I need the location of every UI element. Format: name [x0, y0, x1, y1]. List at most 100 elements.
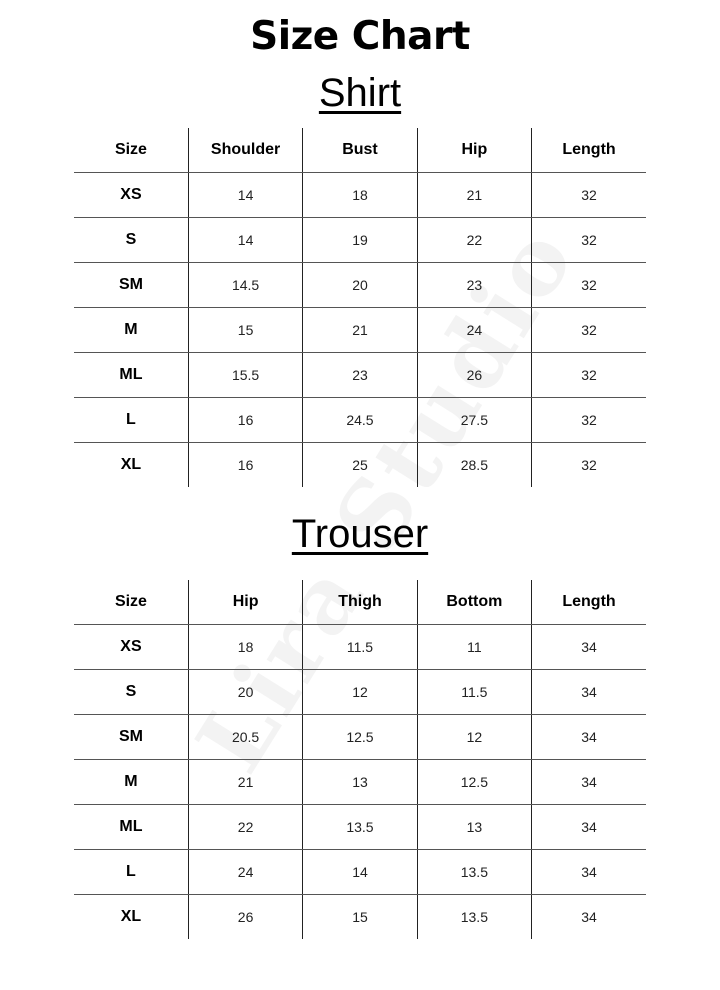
measurement-cell-thigh: 12.5	[302, 714, 418, 760]
measurement-cell-length: 34	[531, 669, 646, 715]
column-header-hip: Hip	[187, 580, 303, 625]
measurement-cell-hip: 28.5	[416, 442, 532, 487]
measurement-cell-shoulder: 16	[187, 442, 303, 487]
size-label-cell: SM	[74, 262, 189, 308]
table-row: M 21 13 12.5 34	[74, 759, 646, 805]
measurement-cell-hip: 26	[416, 352, 532, 398]
measurement-cell-length: 34	[531, 714, 646, 760]
measurement-cell-shoulder: 14	[187, 217, 303, 263]
shirt-section-title: Shirt	[0, 70, 720, 116]
measurement-cell-shoulder: 15	[187, 307, 303, 353]
measurement-cell-shoulder: 16	[187, 397, 303, 443]
measurement-cell-shoulder: 15.5	[187, 352, 303, 398]
table-row: SM 14.5 20 23 32	[74, 262, 646, 308]
table-row: ML 22 13.5 13 34	[74, 804, 646, 850]
measurement-cell-bottom: 11.5	[416, 669, 532, 715]
column-header-thigh: Thigh	[302, 580, 418, 625]
measurement-cell-bottom: 13.5	[416, 849, 532, 895]
column-header-length: Length	[531, 128, 646, 173]
size-label-cell: L	[74, 397, 189, 443]
measurement-cell-bottom: 12.5	[416, 759, 532, 805]
header-row: Size Hip Thigh Bottom Length	[74, 580, 646, 625]
table-row: S 20 12 11.5 34	[74, 669, 646, 715]
measurement-cell-bust: 24.5	[302, 397, 418, 443]
measurement-cell-bust: 19	[302, 217, 418, 263]
measurement-cell-hip: 20	[187, 669, 303, 715]
measurement-cell-hip: 20.5	[187, 714, 303, 760]
measurement-cell-hip: 22	[187, 804, 303, 850]
measurement-cell-hip: 21	[416, 172, 532, 218]
measurement-cell-thigh: 13	[302, 759, 418, 805]
table-row: SM 20.5 12.5 12 34	[74, 714, 646, 760]
table-row: M 15 21 24 32	[74, 307, 646, 353]
column-header-length: Length	[531, 580, 646, 625]
measurement-cell-hip: 27.5	[416, 397, 532, 443]
measurement-cell-hip: 26	[187, 894, 303, 939]
size-label-cell: L	[74, 849, 189, 895]
size-label-cell: XS	[74, 172, 189, 218]
trouser-title-text: Trouser	[291, 512, 429, 556]
size-label-cell: XS	[74, 624, 189, 670]
measurement-cell-length: 32	[531, 397, 646, 443]
measurement-cell-bust: 20	[302, 262, 418, 308]
measurement-cell-shoulder: 14	[187, 172, 303, 218]
measurement-cell-length: 32	[531, 352, 646, 398]
measurement-cell-thigh: 15	[302, 894, 418, 939]
header-row: Size Shoulder Bust Hip Length	[74, 128, 646, 173]
measurement-cell-length: 32	[531, 217, 646, 263]
size-label-cell: ML	[74, 352, 189, 398]
size-label-cell: M	[74, 307, 189, 353]
measurement-cell-hip: 18	[187, 624, 303, 670]
measurement-cell-bottom: 13.5	[416, 894, 532, 939]
measurement-cell-hip: 24	[416, 307, 532, 353]
measurement-cell-hip: 23	[416, 262, 532, 308]
measurement-cell-bust: 21	[302, 307, 418, 353]
measurement-cell-bottom: 12	[416, 714, 532, 760]
measurement-cell-bust: 23	[302, 352, 418, 398]
column-header-hip: Hip	[416, 128, 532, 173]
size-label-cell: M	[74, 759, 189, 805]
size-label-cell: S	[74, 217, 189, 263]
measurement-cell-hip: 24	[187, 849, 303, 895]
measurement-cell-bust: 25	[302, 442, 418, 487]
column-header-bottom: Bottom	[416, 580, 532, 625]
page-title: Size Chart	[250, 14, 470, 59]
measurement-cell-length: 34	[531, 804, 646, 850]
table-row: L 16 24.5 27.5 32	[74, 397, 646, 443]
measurement-cell-thigh: 11.5	[302, 624, 418, 670]
measurement-cell-length: 34	[531, 849, 646, 895]
measurement-cell-thigh: 13.5	[302, 804, 418, 850]
size-label-cell: SM	[74, 714, 189, 760]
measurement-cell-length: 34	[531, 624, 646, 670]
trouser-section-title: Trouser	[0, 511, 720, 557]
column-header-size: Size	[74, 128, 189, 173]
measurement-cell-bottom: 13	[416, 804, 532, 850]
table-row: S 14 19 22 32	[74, 217, 646, 263]
measurement-cell-length: 34	[531, 759, 646, 805]
size-label-cell: XL	[120, 456, 142, 473]
table-row: XS 18 11.5 11 34	[74, 624, 646, 670]
size-label-cell: XL	[120, 908, 142, 925]
size-label-cell: S	[74, 669, 189, 715]
table-row: XL 16 25 28.5 32	[74, 442, 646, 487]
measurement-cell-shoulder: 14.5	[187, 262, 303, 308]
measurement-cell-length: 34	[531, 894, 646, 939]
measurement-cell-thigh: 14	[302, 849, 418, 895]
table-row: ML 15.5 23 26 32	[74, 352, 646, 398]
measurement-cell-length: 32	[531, 172, 646, 218]
size-label-cell: ML	[74, 804, 189, 850]
table-row: XL 26 15 13.5 34	[74, 894, 646, 939]
column-header-size: Size	[74, 580, 189, 625]
trouser-size-table: Size Hip Thigh Bottom Length XS 18 11.5 11 34 S 20 1…	[74, 580, 646, 939]
measurement-cell-length: 32	[531, 307, 646, 353]
measurement-cell-length: 32	[531, 442, 646, 487]
shirt-size-table: Size Shoulder Bust Hip Length XS 14 18 21 32 S 14 19…	[74, 128, 646, 487]
table-row: L 24 14 13.5 34	[74, 849, 646, 895]
column-header-shoulder: Shoulder	[187, 128, 303, 173]
measurement-cell-hip: 21	[187, 759, 303, 805]
shirt-title-text: Shirt	[318, 71, 402, 115]
measurement-cell-hip: 22	[416, 217, 532, 263]
measurement-cell-bust: 18	[302, 172, 418, 218]
measurement-cell-bottom: 11	[416, 624, 532, 670]
measurement-cell-length: 32	[531, 262, 646, 308]
